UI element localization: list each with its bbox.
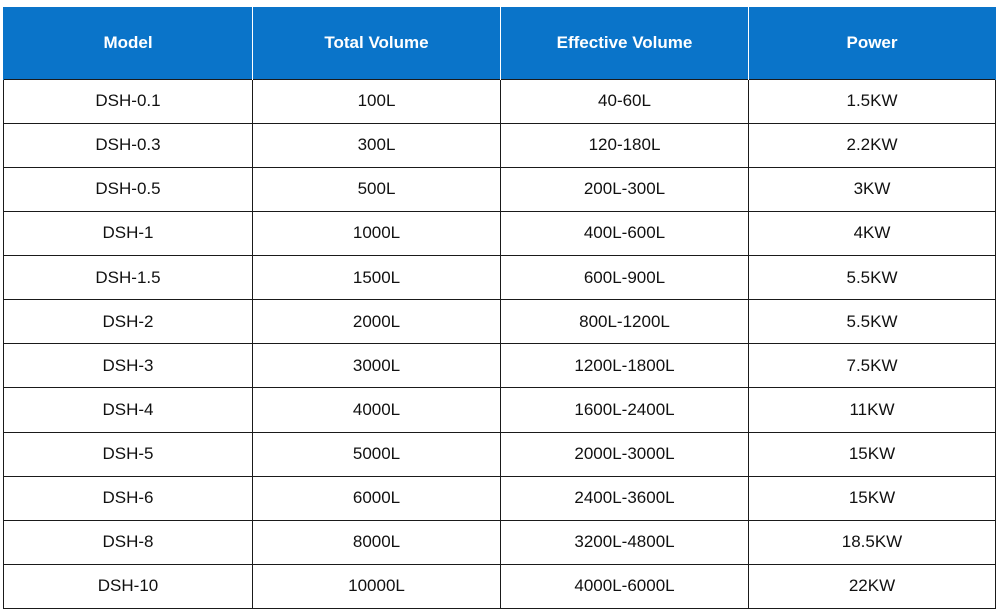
column-header-model: Model <box>3 7 253 79</box>
cell-model: DSH-4 <box>3 387 253 433</box>
table-row: DSH-0.1 100L 40-60L 1.5KW <box>3 78 996 124</box>
cell-model: DSH-0.5 <box>3 166 253 212</box>
cell-effective-volume: 2400L-3600L <box>500 475 749 521</box>
cell-total-volume: 1000L <box>252 210 501 257</box>
cell-power: 3KW <box>748 166 996 212</box>
cell-effective-volume: 1200L-1800L <box>500 343 749 389</box>
cell-effective-volume: 800L-1200L <box>500 299 749 345</box>
cell-total-volume: 4000L <box>252 387 501 433</box>
table-row: DSH-2 2000L 800L-1200L 5.5KW <box>3 299 996 345</box>
cell-effective-volume: 400L-600L <box>500 210 749 257</box>
cell-power: 15KW <box>748 475 996 521</box>
cell-model: DSH-0.1 <box>3 78 253 124</box>
cell-effective-volume: 120-180L <box>500 122 749 168</box>
cell-model: DSH-1 <box>3 210 253 257</box>
cell-effective-volume: 200L-300L <box>500 166 749 212</box>
table-row: DSH-8 8000L 3200L-4800L 18.5KW <box>3 519 996 565</box>
column-header-power: Power <box>748 7 996 79</box>
table-header: Model Total Volume Effective Volume Powe… <box>3 7 996 79</box>
cell-effective-volume: 40-60L <box>500 78 749 124</box>
cell-effective-volume: 2000L-3000L <box>500 431 749 477</box>
table-row: DSH-5 5000L 2000L-3000L 15KW <box>3 431 996 477</box>
cell-model: DSH-8 <box>3 519 253 565</box>
cell-model: DSH-10 <box>3 563 253 610</box>
cell-total-volume: 500L <box>252 166 501 212</box>
cell-power: 5.5KW <box>748 254 996 301</box>
cell-power: 1.5KW <box>748 78 996 124</box>
table-row: DSH-4 4000L 1600L-2400L 11KW <box>3 387 996 433</box>
cell-total-volume: 100L <box>252 78 501 124</box>
cell-power: 22KW <box>748 563 996 610</box>
cell-power: 11KW <box>748 387 996 433</box>
table-row: DSH-0.5 500L 200L-300L 3KW <box>3 166 996 212</box>
cell-total-volume: 10000L <box>252 563 501 610</box>
cell-power: 5.5KW <box>748 299 996 345</box>
header-row: Model Total Volume Effective Volume Powe… <box>3 7 996 79</box>
cell-power: 2.2KW <box>748 122 996 168</box>
cell-total-volume: 5000L <box>252 431 501 477</box>
spec-table: Model Total Volume Effective Volume Powe… <box>3 7 996 610</box>
table-row: DSH-1 1000L 400L-600L 4KW <box>3 210 996 257</box>
table-row: DSH-0.3 300L 120-180L 2.2KW <box>3 122 996 168</box>
cell-total-volume: 1500L <box>252 254 501 301</box>
cell-model: DSH-1.5 <box>3 254 253 301</box>
cell-effective-volume: 600L-900L <box>500 254 749 301</box>
table-row: DSH-3 3000L 1200L-1800L 7.5KW <box>3 343 996 389</box>
cell-effective-volume: 1600L-2400L <box>500 387 749 433</box>
cell-model: DSH-6 <box>3 475 253 521</box>
column-header-total-volume: Total Volume <box>252 7 501 79</box>
cell-total-volume: 8000L <box>252 519 501 565</box>
cell-power: 4KW <box>748 210 996 257</box>
table-body: DSH-0.1 100L 40-60L 1.5KW DSH-0.3 300L 1… <box>3 78 996 610</box>
cell-total-volume: 300L <box>252 122 501 168</box>
cell-total-volume: 2000L <box>252 299 501 345</box>
cell-power: 15KW <box>748 431 996 477</box>
column-header-effective-volume: Effective Volume <box>500 7 749 79</box>
cell-effective-volume: 4000L-6000L <box>500 563 749 610</box>
cell-power: 18.5KW <box>748 519 996 565</box>
cell-power: 7.5KW <box>748 343 996 389</box>
table-row: DSH-6 6000L 2400L-3600L 15KW <box>3 475 996 521</box>
cell-model: DSH-3 <box>3 343 253 389</box>
spec-table-container: Model Total Volume Effective Volume Powe… <box>3 7 996 610</box>
table-row: DSH-1.5 1500L 600L-900L 5.5KW <box>3 254 996 301</box>
cell-model: DSH-5 <box>3 431 253 477</box>
table-row: DSH-10 10000L 4000L-6000L 22KW <box>3 563 996 610</box>
cell-model: DSH-0.3 <box>3 122 253 168</box>
cell-total-volume: 3000L <box>252 343 501 389</box>
cell-model: DSH-2 <box>3 299 253 345</box>
cell-effective-volume: 3200L-4800L <box>500 519 749 565</box>
cell-total-volume: 6000L <box>252 475 501 521</box>
